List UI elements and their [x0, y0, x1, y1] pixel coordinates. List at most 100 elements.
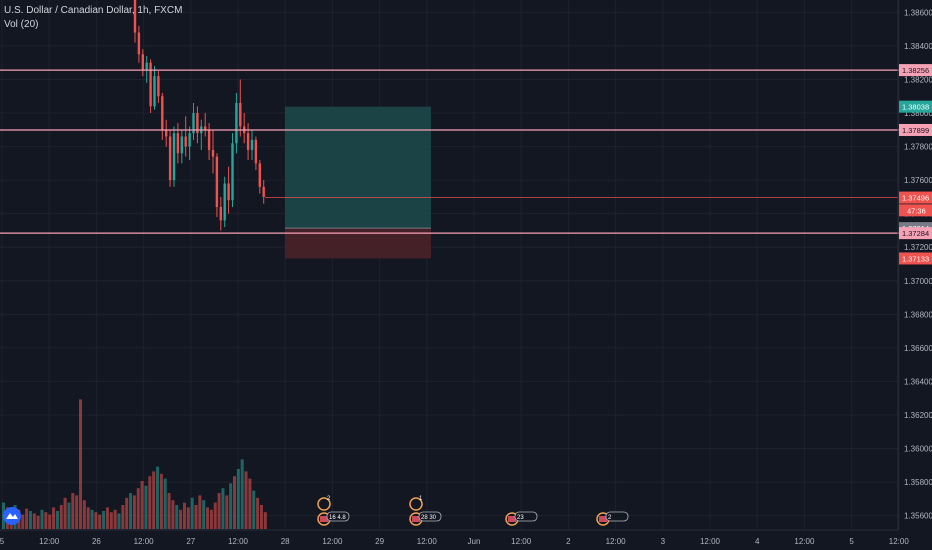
- event-marker-pill: [326, 511, 350, 522]
- time-tick-label: 2: [566, 537, 571, 546]
- volume-bar: [113, 509, 117, 529]
- volume-bar: [40, 509, 44, 529]
- volume-bar: [206, 507, 210, 529]
- time-tick-label: 3: [661, 537, 666, 546]
- horizontal-levels[interactable]: [0, 69, 932, 234]
- tradingview-logo[interactable]: [3, 507, 21, 525]
- event-markers[interactable]: 2 16 4.8 1 28 30 23 2: [317, 496, 629, 526]
- candle-body: [137, 32, 141, 55]
- volume-bar: [159, 473, 163, 529]
- candlesticks: [133, 0, 265, 231]
- candle-body: [184, 136, 187, 147]
- volume-bar: [79, 399, 82, 529]
- candle-body: [258, 163, 261, 187]
- volume-bar: [225, 495, 229, 529]
- time-tick-label: 4: [755, 537, 760, 546]
- profit-target-zone: [285, 106, 431, 229]
- volume-bar: [98, 514, 102, 529]
- volume-bar: [202, 500, 206, 529]
- price-badge-label: 1.37133: [902, 254, 929, 263]
- price-tick-label: 1.37200: [904, 243, 932, 252]
- price-tick-label: 1.37000: [904, 277, 932, 286]
- candle-body: [196, 113, 199, 134]
- candle-body: [254, 139, 258, 164]
- time-tick-label: 12:00: [39, 537, 60, 546]
- price-tick-label: 1.36200: [904, 411, 932, 420]
- volume-bar: [125, 497, 129, 529]
- volume-bar: [55, 511, 59, 529]
- price-tick-label: 1.36400: [904, 377, 932, 386]
- candle-body: [262, 186, 265, 197]
- time-tick-label: 5: [849, 537, 854, 546]
- volume-bar: [59, 505, 63, 529]
- volume-bar: [252, 490, 256, 529]
- time-tick-label: 29: [375, 537, 384, 546]
- volume-bar: [236, 469, 240, 529]
- candle-body: [141, 54, 144, 70]
- volume-bar: [67, 502, 71, 529]
- time-tick-label: 12:00: [700, 537, 721, 546]
- candle-body: [239, 102, 242, 127]
- volume-bar: [256, 497, 260, 529]
- price-badge: [899, 100, 932, 113]
- symbol-title[interactable]: U.S. Dollar / Canadian Dollar, 1h, FXCM: [4, 5, 183, 16]
- candle-body: [180, 136, 183, 154]
- candle-body: [215, 156, 219, 207]
- price-tick-label: 1.36800: [904, 310, 932, 319]
- price-axis[interactable]: 1.38600 1.38400 1.38200 1.38000 1.37800 1.376…: [897, 0, 932, 530]
- tv-logo-glyph: [6, 513, 18, 519]
- volume-bar: [148, 476, 152, 529]
- countdown-badge: [899, 204, 932, 217]
- volume-bar: [198, 495, 202, 529]
- volume-bar: [121, 505, 125, 529]
- volume-bar: [229, 483, 233, 529]
- price-badge-label: 1.38256: [902, 66, 929, 75]
- event-marker-top: [409, 497, 423, 511]
- volume-bar: [140, 481, 144, 529]
- volume-bar: [221, 488, 225, 529]
- volume-bar: [156, 466, 159, 529]
- candle-body: [149, 62, 152, 107]
- volume-bar: [25, 508, 29, 529]
- volume-bar: [117, 513, 121, 529]
- event-marker-pill: [514, 511, 538, 522]
- price-tick-label: 1.37800: [904, 143, 932, 152]
- flag-icon: [320, 516, 328, 522]
- candle-body: [207, 129, 211, 150]
- candle-body: [219, 206, 222, 221]
- price-badge: [899, 227, 932, 240]
- volume-bar: [175, 505, 179, 529]
- event-marker-top-label: 1: [419, 496, 423, 502]
- volume-indicator-label[interactable]: Vol (20): [4, 19, 39, 30]
- volume-bar: [71, 493, 75, 529]
- price-badge: [899, 252, 932, 265]
- volume-bar: [36, 515, 40, 529]
- time-axis[interactable]: 5 12:00 26 12:00 27 12:00 28 12:00 29 12:00 Jun 12:…: [0, 529, 909, 546]
- volume-bar: [48, 514, 52, 529]
- price-tick-label: 1.36000: [904, 445, 932, 454]
- price-badge: [899, 191, 932, 204]
- candle-body: [246, 133, 250, 150]
- price-tick-label: 1.38000: [904, 109, 932, 118]
- volume-bar: [102, 511, 106, 529]
- price-tick-label: 1.35600: [904, 512, 932, 521]
- volume-bar: [32, 513, 36, 529]
- time-tick-label: 12:00: [511, 537, 532, 546]
- time-tick-label: Jun: [468, 537, 481, 546]
- volume-bar: [233, 476, 236, 529]
- candle-body: [192, 113, 195, 134]
- flag-icon: [412, 516, 420, 522]
- price-tick-label: 1.38400: [904, 42, 932, 51]
- candle-body: [235, 102, 238, 144]
- volume-bar: [163, 478, 167, 529]
- candle-body: [188, 133, 191, 147]
- chart-legend: U.S. Dollar / Canadian Dollar, 1h, FXCM …: [4, 4, 182, 32]
- volume-bar: [248, 478, 252, 529]
- time-tick-label: 12:00: [134, 537, 155, 546]
- countdown-label: 47:36: [907, 206, 926, 215]
- volume-bar: [171, 500, 175, 529]
- volume-bar: [52, 507, 56, 529]
- volume-bar: [259, 505, 263, 529]
- event-marker-top-label: 2: [327, 496, 331, 502]
